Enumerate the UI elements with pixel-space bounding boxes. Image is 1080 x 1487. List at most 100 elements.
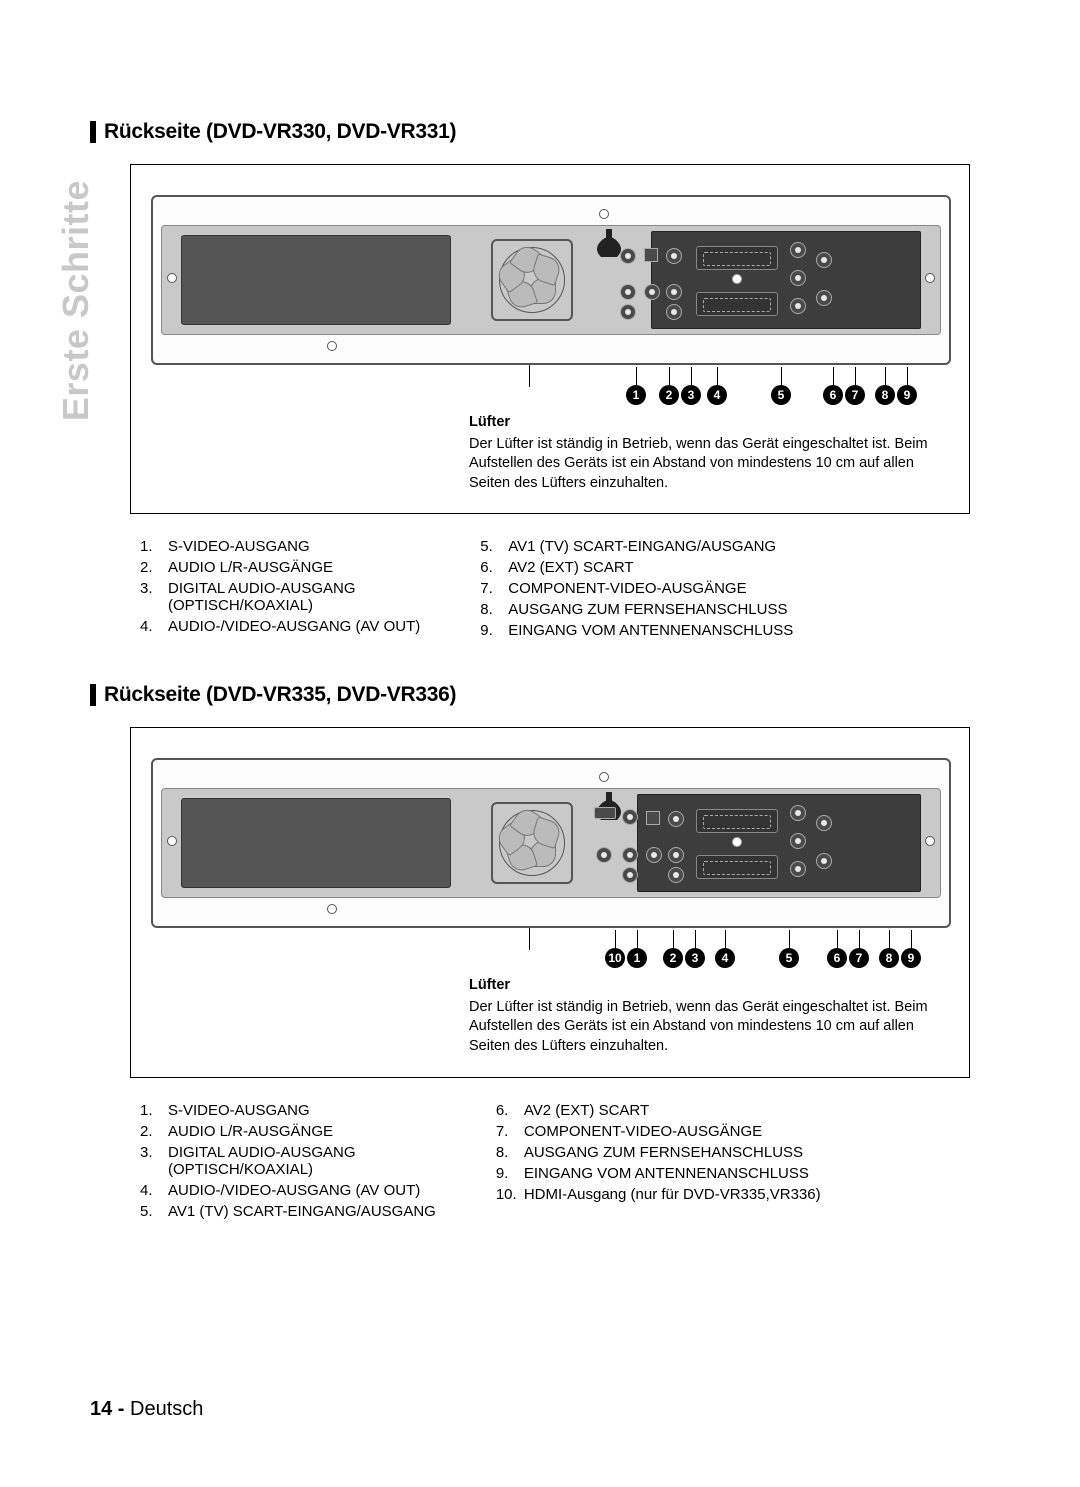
page-language: Deutsch bbox=[130, 1398, 203, 1420]
callout-number: 1 bbox=[627, 948, 647, 968]
callout-number: 4 bbox=[715, 948, 735, 968]
callout-number: 10 bbox=[605, 948, 625, 968]
legend-item-text: AUSGANG ZUM FERNSEHANSCHLUSS bbox=[524, 1144, 803, 1161]
callout-line bbox=[833, 367, 834, 385]
diagram-2: 10123456789 Lüfter Der Lüfter ist ständi… bbox=[130, 727, 970, 1077]
legend-item-number: 8. bbox=[496, 1144, 524, 1161]
callout-number: 5 bbox=[771, 385, 791, 405]
component-jack-icon bbox=[790, 298, 806, 314]
screw-icon bbox=[925, 273, 935, 283]
legend-item-text: DIGITAL AUDIO-AUSGANG (OPTISCH/KOAXIAL) bbox=[168, 580, 356, 614]
fan-note-1: Lüfter Der Lüfter ist ständig in Betrieb… bbox=[469, 413, 939, 493]
heading-bar-icon bbox=[90, 684, 96, 706]
legend-item-number: 6. bbox=[480, 559, 508, 576]
legend-item-text: AV2 (EXT) SCART bbox=[524, 1102, 649, 1119]
legend-item-text: AV1 (TV) SCART-EINGANG/AUSGANG bbox=[168, 1203, 436, 1220]
screw-icon bbox=[732, 274, 742, 284]
callout-line bbox=[837, 930, 838, 948]
legend-item-text: EINGANG VOM ANTENNENANSCHLUSS bbox=[508, 622, 793, 639]
callout-line bbox=[855, 367, 856, 385]
legend-item-number: 5. bbox=[140, 1203, 168, 1220]
callout-line bbox=[781, 367, 782, 385]
screw-icon bbox=[167, 273, 177, 283]
callout-line bbox=[885, 367, 886, 385]
legend-item: 8.AUSGANG ZUM FERNSEHANSCHLUSS bbox=[480, 601, 793, 618]
legend-item-text: AUDIO L/R-AUSGÄNGE bbox=[168, 1123, 333, 1140]
connector-panel bbox=[651, 231, 921, 329]
legend-item-text: AUDIO L/R-AUSGÄNGE bbox=[168, 559, 333, 576]
coax-jack-icon bbox=[644, 284, 660, 300]
screw-icon bbox=[732, 837, 742, 847]
heading-bar-icon bbox=[90, 121, 96, 143]
legend-item-number: 1. bbox=[140, 538, 168, 555]
legend-item: 1.S-VIDEO-AUSGANG bbox=[140, 538, 420, 555]
legend-item-text: COMPONENT-VIDEO-AUSGÄNGE bbox=[524, 1123, 762, 1140]
callout-number: 9 bbox=[897, 385, 917, 405]
callout-number: 2 bbox=[663, 948, 683, 968]
legend-item: 9.EINGANG VOM ANTENNENANSCHLUSS bbox=[480, 622, 793, 639]
callout-number: 6 bbox=[823, 385, 843, 405]
legend-2-left: 1.S-VIDEO-AUSGANG2.AUDIO L/R-AUSGÄNGE3.D… bbox=[140, 1102, 436, 1224]
scart-icon bbox=[696, 855, 778, 879]
svideo-jack-icon bbox=[620, 248, 636, 264]
legend-item-number: 9. bbox=[496, 1165, 524, 1182]
heading-2-text: Rückseite (DVD-VR335, DVD-VR336) bbox=[104, 683, 456, 707]
legend-item: 7.COMPONENT-VIDEO-AUSGÄNGE bbox=[480, 580, 793, 597]
legend-item-text: S-VIDEO-AUSGANG bbox=[168, 1102, 310, 1119]
legend-item: 4.AUDIO-/VIDEO-AUSGANG (AV OUT) bbox=[140, 1182, 436, 1199]
callout-number: 3 bbox=[685, 948, 705, 968]
callout-row-1: 123456789 bbox=[151, 371, 949, 413]
legend-item-text: AV1 (TV) SCART-EINGANG/AUSGANG bbox=[508, 538, 776, 555]
antenna-jack-icon bbox=[816, 252, 832, 268]
legend-item-text: AUSGANG ZUM FERNSEHANSCHLUSS bbox=[508, 601, 787, 618]
callout-line bbox=[637, 930, 638, 948]
callout-number: 6 bbox=[827, 948, 847, 968]
legend-item-text: S-VIDEO-AUSGANG bbox=[168, 538, 310, 555]
callout-number: 4 bbox=[707, 385, 727, 405]
heading-1-text: Rückseite (DVD-VR330, DVD-VR331) bbox=[104, 120, 456, 144]
hdmi-jack-icon bbox=[594, 807, 616, 819]
legend-item-number: 6. bbox=[496, 1102, 524, 1119]
legend-item-number: 7. bbox=[496, 1123, 524, 1140]
legend-item: 7.COMPONENT-VIDEO-AUSGÄNGE bbox=[496, 1123, 821, 1140]
callout-number: 7 bbox=[849, 948, 869, 968]
legend-item-text: AUDIO-/VIDEO-AUSGANG (AV OUT) bbox=[168, 1182, 420, 1199]
component-jack-icon bbox=[790, 861, 806, 877]
optical-jack-icon bbox=[644, 248, 658, 262]
legend-item-number: 2. bbox=[140, 1123, 168, 1140]
callout-row-2: 10123456789 bbox=[151, 934, 949, 976]
fan-note-body: Der Lüfter ist ständig in Betrieb, wenn … bbox=[469, 435, 939, 494]
scart-icon bbox=[696, 246, 778, 270]
callout-line bbox=[859, 930, 860, 948]
legend-item-text: EINGANG VOM ANTENNENANSCHLUSS bbox=[524, 1165, 809, 1182]
av-jack-icon bbox=[666, 284, 682, 300]
callout-line bbox=[907, 367, 908, 385]
legend-item: 5.AV1 (TV) SCART-EINGANG/AUSGANG bbox=[480, 538, 793, 555]
legend-item-text: AUDIO-/VIDEO-AUSGANG (AV OUT) bbox=[168, 618, 420, 635]
legend-item-text: DIGITAL AUDIO-AUSGANG (OPTISCH/KOAXIAL) bbox=[168, 1144, 356, 1178]
audio-jack-icon bbox=[620, 304, 636, 320]
legend-item: 9.EINGANG VOM ANTENNENANSCHLUSS bbox=[496, 1165, 821, 1182]
fan-icon bbox=[491, 802, 573, 884]
legend-1: 1.S-VIDEO-AUSGANG2.AUDIO L/R-AUSGÄNGE3.D… bbox=[140, 538, 990, 643]
legend-item: 3.DIGITAL AUDIO-AUSGANG (OPTISCH/KOAXIAL… bbox=[140, 580, 420, 614]
fan-note-title: Lüfter bbox=[469, 976, 939, 996]
av-jack-icon bbox=[668, 867, 684, 883]
av-jack-icon bbox=[668, 847, 684, 863]
fan-icon bbox=[491, 239, 573, 321]
callout-number: 5 bbox=[779, 948, 799, 968]
callout-number: 8 bbox=[879, 948, 899, 968]
legend-item-number: 1. bbox=[140, 1102, 168, 1119]
screw-icon bbox=[599, 209, 609, 219]
legend-item: 6.AV2 (EXT) SCART bbox=[496, 1102, 821, 1119]
legend-item-text: COMPONENT-VIDEO-AUSGÄNGE bbox=[508, 580, 746, 597]
component-jack-icon bbox=[790, 805, 806, 821]
legend-item: 2.AUDIO L/R-AUSGÄNGE bbox=[140, 1123, 436, 1140]
callout-line bbox=[725, 930, 726, 948]
legend-item-number: 2. bbox=[140, 559, 168, 576]
av-jack-icon bbox=[668, 811, 684, 827]
legend-2-right: 6.AV2 (EXT) SCART7.COMPONENT-VIDEO-AUSGÄ… bbox=[496, 1102, 821, 1224]
page-number: 14 - bbox=[90, 1398, 124, 1420]
callout-line bbox=[789, 930, 790, 948]
legend-item: 2.AUDIO L/R-AUSGÄNGE bbox=[140, 559, 420, 576]
